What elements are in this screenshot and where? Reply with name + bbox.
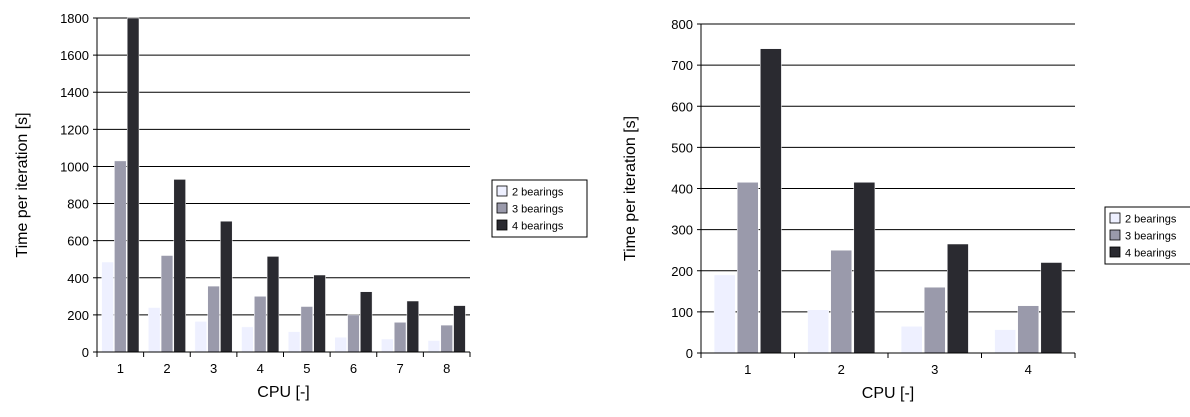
x-tick-label: 2 xyxy=(838,362,845,377)
legend-swatch-3-bearings xyxy=(1109,229,1121,241)
bar-4-bearings-cpu-7 xyxy=(406,300,419,353)
x-tick-label: 4 xyxy=(1025,362,1032,377)
x-tick-label: 1 xyxy=(744,362,751,377)
bar-3-bearings-cpu-2 xyxy=(160,255,174,353)
bar-3-bearings-cpu-5 xyxy=(300,306,313,353)
legend-swatch-4-bearings xyxy=(496,219,508,231)
bar-3-bearings-cpu-8 xyxy=(440,324,453,353)
bar-2-bearings-cpu-2 xyxy=(807,309,829,354)
y-tick-label: 1800 xyxy=(60,11,89,26)
x-tick-label: 2 xyxy=(163,361,170,376)
chart-right-svg: 0 100 200 300 400 500 600 700 800 1 2 3 4 CPU [-] Time… xyxy=(622,17,1190,402)
y-tick-label: 200 xyxy=(671,264,693,279)
legend: 2 bearings 3 bearings 4 bearings xyxy=(491,179,588,238)
y-tick-label: 1600 xyxy=(60,48,89,63)
bar-2-bearings-cpu-1 xyxy=(101,261,114,353)
bar-2-bearings-cpu-3 xyxy=(194,321,207,353)
bar-4-bearings-cpu-4 xyxy=(1040,262,1063,354)
legend-label-3-bearings: 3 bearings xyxy=(1125,231,1177,243)
y-tick-label: 0 xyxy=(686,346,693,361)
x-tick-label: 6 xyxy=(350,361,357,376)
chart-right: 0 100 200 300 400 500 600 700 800 1 2 3 4 CPU [-] Time… xyxy=(595,0,1190,412)
bar-4-bearings-cpu-8 xyxy=(453,305,466,353)
y-tick-label: 400 xyxy=(671,182,693,197)
y-tick-label: 600 xyxy=(67,234,89,249)
legend-swatch-2-bearings xyxy=(496,185,508,197)
legend-label-2-bearings: 2 bearings xyxy=(1125,214,1177,226)
bar-4-bearings-cpu-1 xyxy=(760,48,782,354)
bar-3-bearings-cpu-3 xyxy=(923,286,946,354)
bar-3-bearings-cpu-4 xyxy=(254,296,267,353)
bar-2-bearings-cpu-2 xyxy=(148,307,161,353)
y-tick-label: 800 xyxy=(671,17,693,32)
y-tick-label: 800 xyxy=(67,197,89,212)
bar-4-bearings-cpu-3 xyxy=(947,243,969,354)
bar-2-bearings-cpu-4 xyxy=(994,329,1016,354)
x-tick-label: 3 xyxy=(210,361,217,376)
y-axis-title: Time per iteration [s] xyxy=(622,116,639,261)
x-tick-label: 3 xyxy=(931,362,938,377)
legend: 2 bearings 3 bearings 4 bearings xyxy=(1104,206,1190,265)
bar-3-bearings-cpu-2 xyxy=(830,249,853,354)
bar-4-bearings-cpu-1 xyxy=(126,17,140,353)
bar-2-bearings-cpu-6 xyxy=(334,336,347,353)
x-tick-label: 8 xyxy=(443,361,450,376)
bar-4-bearings-cpu-2 xyxy=(853,182,876,354)
y-tick-label: 500 xyxy=(671,140,693,155)
legend-label-3-bearings: 3 bearings xyxy=(512,204,564,216)
bar-3-bearings-cpu-3 xyxy=(207,285,220,353)
bar-2-bearings-cpu-5 xyxy=(287,331,301,353)
legend-swatch-2-bearings xyxy=(1109,212,1121,224)
bar-4-bearings-cpu-3 xyxy=(220,220,233,353)
legend-label-4-bearings: 4 bearings xyxy=(512,221,564,233)
bar-3-bearings-cpu-1 xyxy=(736,182,759,354)
chart-left-svg: 0 200 400 600 800 1000 1200 1400 1600 1800 1 2 3 4 5 6 7… xyxy=(14,11,588,401)
x-tick-label: 7 xyxy=(396,361,403,376)
y-tick-label: 1000 xyxy=(60,159,89,174)
y-tick-label: 400 xyxy=(67,271,89,286)
bar-2-bearings-cpu-1 xyxy=(713,274,736,354)
legend-swatch-4-bearings xyxy=(1109,246,1121,258)
y-tick-label: 300 xyxy=(671,223,693,238)
y-tick-label: 700 xyxy=(671,58,693,73)
bar-2-bearings-cpu-3 xyxy=(900,326,923,354)
x-tick-label: 5 xyxy=(303,361,310,376)
bar-2-bearings-cpu-4 xyxy=(241,326,254,353)
bar-4-bearings-cpu-4 xyxy=(266,256,280,353)
x-tick-label: 1 xyxy=(117,361,124,376)
x-axis-title: CPU [-] xyxy=(862,385,914,402)
legend-label-2-bearings: 2 bearings xyxy=(512,187,564,199)
y-tick-label: 1400 xyxy=(60,85,89,100)
y-tick-label: 100 xyxy=(671,305,693,320)
bar-3-bearings-cpu-7 xyxy=(393,322,407,353)
bar-2-bearings-cpu-7 xyxy=(381,338,394,353)
chart-left: 0 200 400 600 800 1000 1200 1400 1600 1800 1 2 3 4 5 6 7… xyxy=(0,0,595,412)
legend-box xyxy=(491,179,588,238)
bar-4-bearings-cpu-6 xyxy=(360,291,373,353)
y-tick-label: 200 xyxy=(67,308,89,323)
x-tick-label: 4 xyxy=(257,361,264,376)
bar-3-bearings-cpu-6 xyxy=(347,314,360,353)
bar-4-bearings-cpu-2 xyxy=(173,179,186,353)
legend-label-4-bearings: 4 bearings xyxy=(1125,248,1177,260)
bar-2-bearings-cpu-8 xyxy=(427,340,441,353)
legend-swatch-3-bearings xyxy=(496,202,508,214)
y-tick-label: 0 xyxy=(82,345,89,360)
bar-3-bearings-cpu-1 xyxy=(114,160,127,353)
y-tick-label: 600 xyxy=(671,99,693,114)
bar-4-bearings-cpu-5 xyxy=(313,274,326,353)
y-axis-title: Time per iteration [s] xyxy=(14,112,31,257)
y-tick-label: 1200 xyxy=(60,122,89,137)
x-axis-title: CPU [-] xyxy=(257,384,309,401)
bar-3-bearings-cpu-4 xyxy=(1017,305,1040,354)
